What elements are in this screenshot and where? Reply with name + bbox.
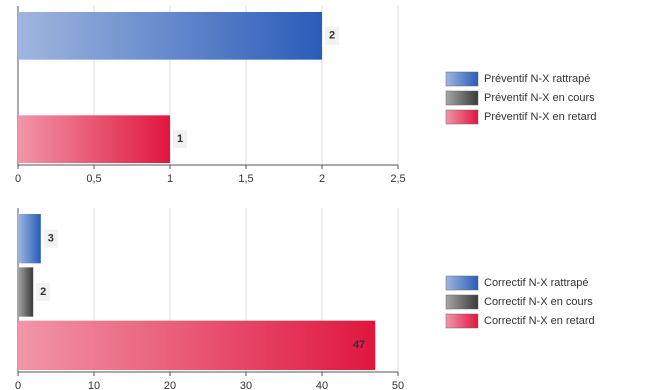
value-label: 47 xyxy=(353,339,365,351)
legend-swatch xyxy=(445,90,479,106)
legend-label: Correctif N-X en retard xyxy=(484,315,595,327)
bar xyxy=(18,267,34,317)
bar xyxy=(18,115,170,163)
bar xyxy=(18,214,41,264)
x-tick-label: 30 xyxy=(240,380,252,390)
bar xyxy=(18,12,322,60)
value-label: 1 xyxy=(177,133,183,145)
x-tick-label: 0,5 xyxy=(86,173,101,185)
label-bg xyxy=(173,130,187,149)
legend-swatch xyxy=(445,275,479,291)
legend-swatch xyxy=(445,109,479,125)
legend-swatch xyxy=(445,71,479,87)
label-bg xyxy=(43,229,58,248)
x-tick-label: 40 xyxy=(316,380,328,390)
x-tick-label: 0 xyxy=(15,173,21,185)
x-tick-label: 1,5 xyxy=(238,173,253,185)
label-bg xyxy=(36,283,51,301)
legend-swatch xyxy=(445,313,479,329)
x-tick-label: 10 xyxy=(88,380,100,390)
x-tick-label: 20 xyxy=(164,380,176,390)
value-label: 2 xyxy=(329,30,335,42)
legend-label: Préventif N-X en retard xyxy=(484,111,597,123)
x-tick-label: 2 xyxy=(319,173,325,185)
bar xyxy=(18,320,376,370)
legend-swatch xyxy=(445,294,479,310)
legend-label: Correctif N-X en cours xyxy=(484,296,593,308)
legend-label: Correctif N-X rattrapé xyxy=(484,277,589,289)
x-tick-label: 1 xyxy=(167,173,173,185)
x-tick-label: 50 xyxy=(392,380,404,390)
x-tick-label: 0 xyxy=(15,380,21,390)
legend-label: Préventif N-X en cours xyxy=(484,92,595,104)
label-bg xyxy=(325,26,339,45)
value-label: 2 xyxy=(40,286,46,298)
legend-label: Préventif N-X rattrapé xyxy=(484,73,590,85)
x-tick-label: 2,5 xyxy=(390,173,405,185)
value-label: 3 xyxy=(48,233,54,245)
